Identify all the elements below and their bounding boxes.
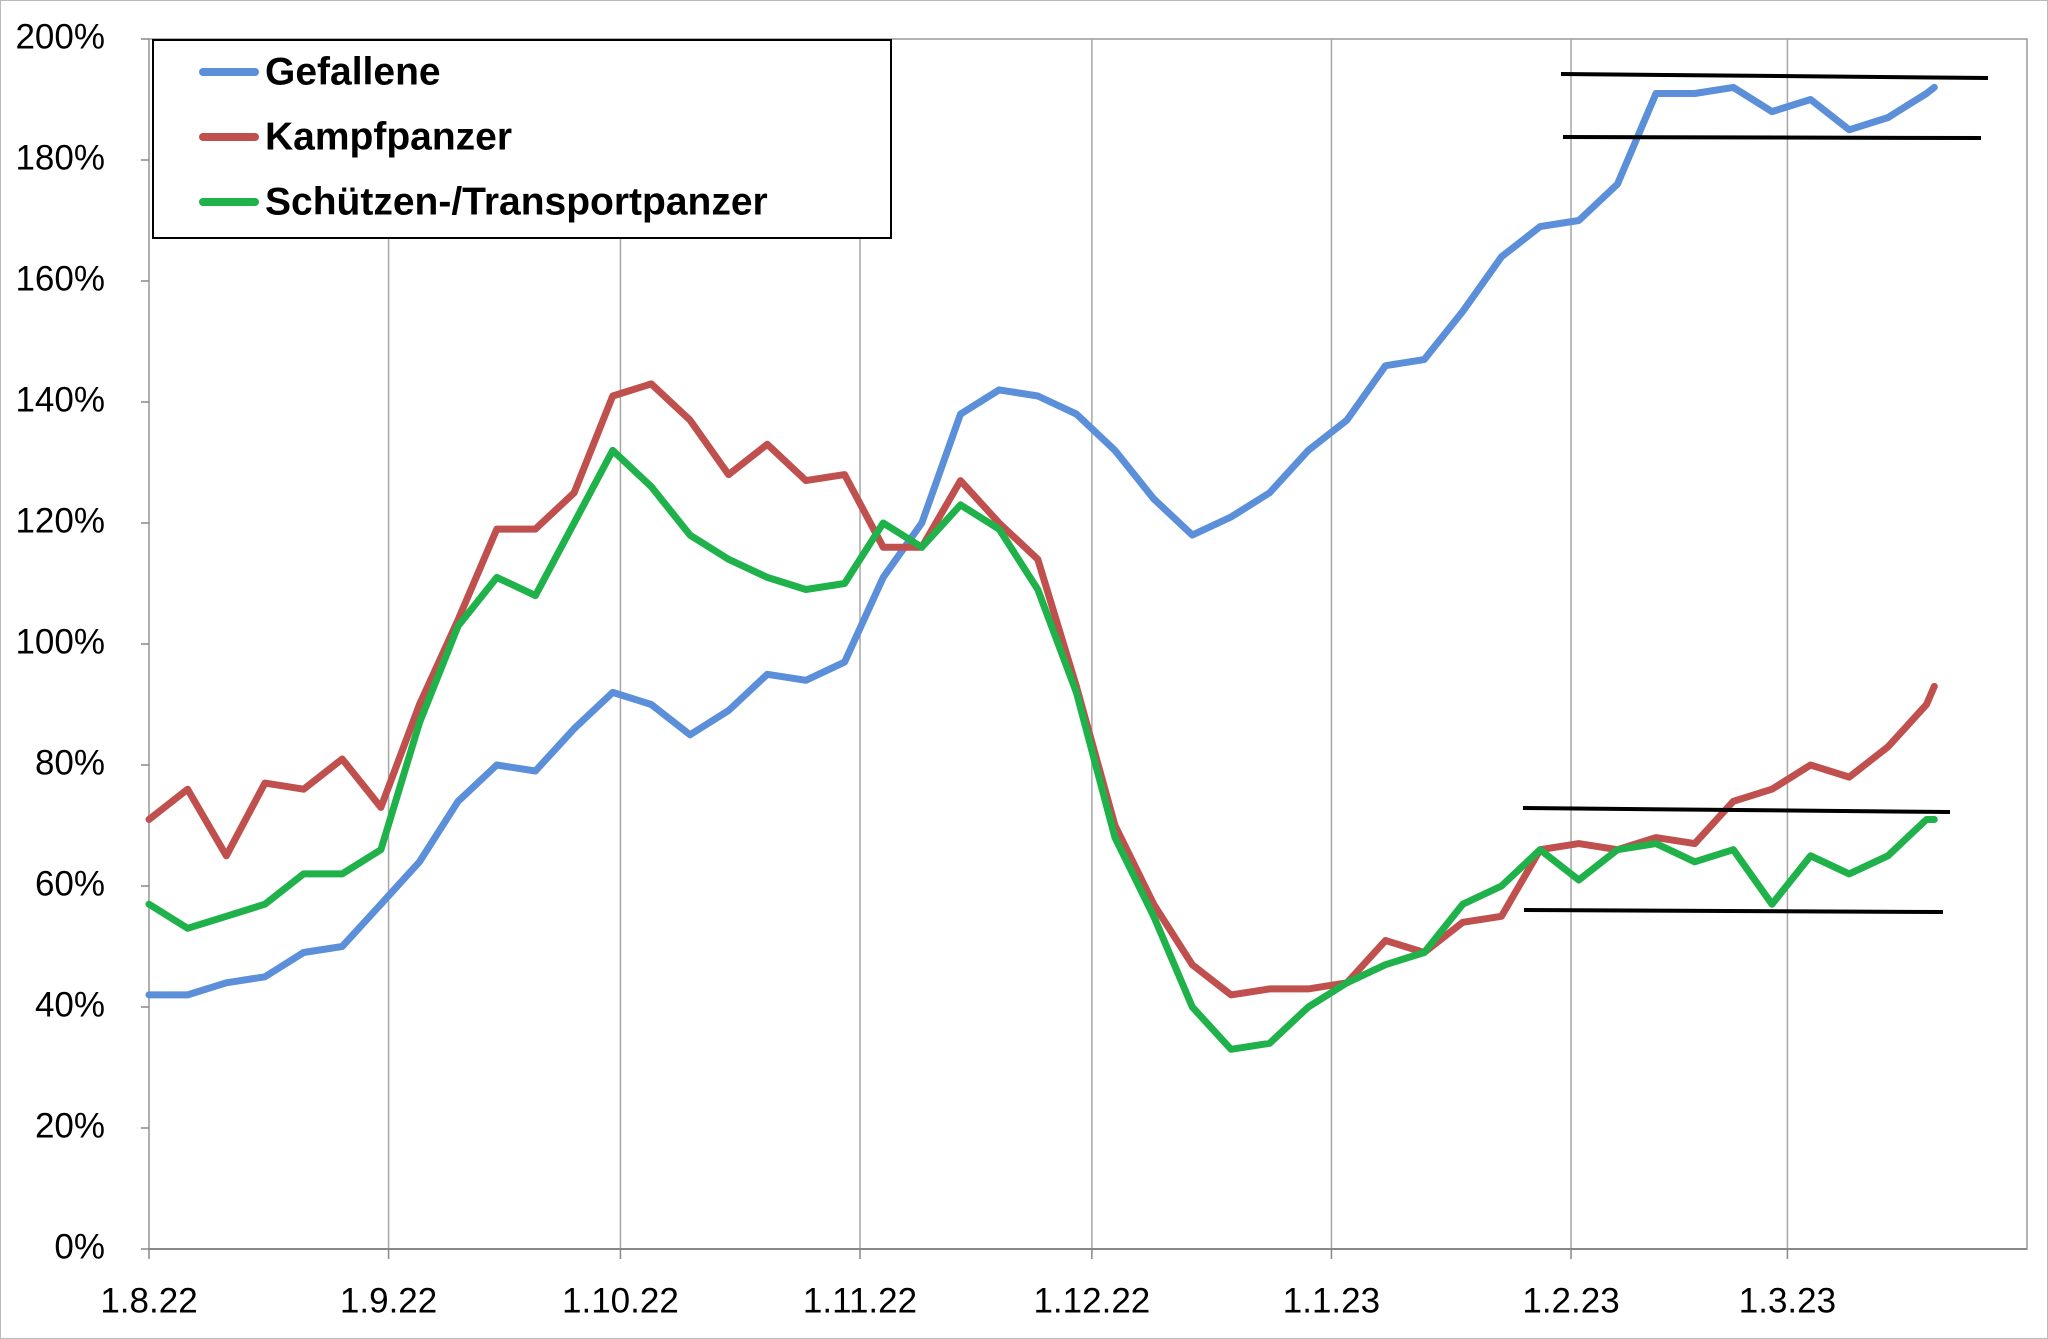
reference-line: [1560, 72, 1989, 80]
y-tick-label: 140%: [15, 380, 105, 419]
reference-line: [1562, 135, 1982, 140]
reference-line: [1522, 806, 1951, 814]
reference-lines: [1522, 72, 1989, 914]
y-tick-label: 180%: [15, 138, 105, 177]
x-tick-label: 1.11.22: [803, 1281, 917, 1320]
x-tick-label: 1.10.22: [562, 1281, 679, 1320]
x-tick-label: 1.1.23: [1283, 1281, 1380, 1320]
series-line: [145, 83, 1938, 999]
y-tick-label: 120%: [15, 501, 105, 540]
y-tick-label: 60%: [35, 864, 105, 903]
y-tick-label: 80%: [35, 743, 105, 782]
y-tick-label: 40%: [35, 985, 105, 1024]
legend: Gefallene Kampfpanzer Schützen-/Transportp…: [152, 39, 892, 239]
x-tick-label: 1.3.23: [1739, 1281, 1836, 1320]
y-tick-label: 0%: [54, 1227, 105, 1266]
legend-label: Schützen-/Transportpanzer: [265, 180, 768, 223]
plot-area: 1.8.22 1.9.22 1.10.22 1.11.22 1.12.22 1.1.23 1…: [15, 17, 2028, 1320]
legend-label: Kampfpanzer: [265, 115, 512, 158]
legend-label: Gefallene: [265, 50, 441, 93]
legend-box: [152, 39, 892, 239]
y-tick-label: 160%: [15, 259, 105, 298]
x-tick-label: 1.2.23: [1522, 1281, 1619, 1320]
y-tick-label: 20%: [35, 1106, 105, 1145]
x-tick-label: 1.8.22: [100, 1281, 197, 1320]
y-tick-label: 100%: [15, 622, 105, 661]
reference-line: [1523, 908, 1944, 914]
x-tick-label: 1.12.22: [1033, 1281, 1150, 1320]
x-tick-label: 1.9.22: [340, 1281, 437, 1320]
y-tick-label: 200%: [15, 17, 105, 56]
series-line: [145, 446, 1938, 1053]
